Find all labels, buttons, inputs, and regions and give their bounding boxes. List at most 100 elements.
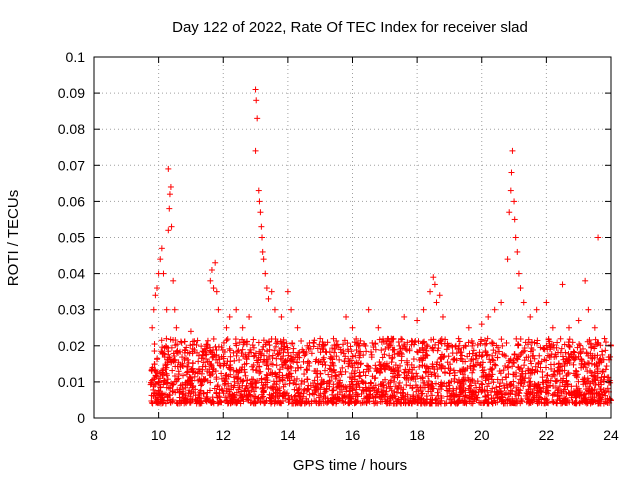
data-point (358, 377, 365, 384)
data-point (489, 385, 496, 392)
data-point (277, 366, 284, 373)
data-point (155, 379, 162, 386)
data-point (358, 390, 365, 397)
data-point (536, 352, 543, 359)
data-point (241, 369, 248, 376)
data-point (170, 277, 177, 284)
data-point (491, 306, 498, 313)
data-point (183, 355, 190, 362)
data-point (501, 385, 508, 392)
data-point (381, 351, 388, 358)
data-point (595, 234, 602, 241)
data-point (263, 285, 270, 292)
y-tick-label: 0.03 (58, 302, 85, 318)
data-point (509, 363, 516, 370)
data-point (388, 359, 395, 366)
data-point (290, 345, 297, 352)
data-point (506, 209, 513, 216)
data-point (410, 356, 417, 363)
data-point (189, 338, 196, 345)
data-point (330, 381, 337, 388)
data-point (435, 345, 442, 352)
data-point (598, 359, 605, 366)
data-point (539, 374, 546, 381)
data-point (502, 362, 509, 369)
data-point (507, 187, 514, 194)
data-point (602, 388, 609, 395)
data-point (226, 345, 233, 352)
data-point (365, 306, 372, 313)
data-point (246, 313, 253, 320)
data-point (297, 364, 304, 371)
x-tick-label: 18 (409, 427, 425, 443)
data-point (571, 390, 578, 397)
data-point (265, 339, 272, 346)
data-point (252, 147, 259, 154)
data-point (324, 339, 331, 346)
data-point (549, 392, 556, 399)
data-point (328, 373, 335, 380)
data-point (158, 245, 165, 252)
data-point (600, 356, 607, 363)
data-point (512, 234, 519, 241)
data-point (294, 324, 301, 331)
data-point (255, 187, 262, 194)
data-point (159, 349, 166, 356)
x-tick-label: 22 (539, 427, 555, 443)
data-point (298, 337, 305, 344)
data-point (230, 349, 237, 356)
data-point (598, 388, 605, 395)
data-point (445, 353, 452, 360)
data-point (362, 372, 369, 379)
data-point (210, 335, 217, 342)
data-point (332, 346, 339, 353)
data-point (352, 389, 359, 396)
data-point (166, 205, 173, 212)
data-point (322, 362, 329, 369)
data-point (365, 363, 372, 370)
data-point (252, 86, 259, 93)
data-point (496, 348, 503, 355)
data-point (498, 299, 505, 306)
data-point (399, 336, 406, 343)
data-point (149, 324, 156, 331)
data-point (483, 340, 490, 347)
data-point (226, 313, 233, 320)
data-point (273, 355, 280, 362)
data-point (521, 347, 528, 354)
data-point (549, 324, 556, 331)
data-point (489, 352, 496, 359)
data-point (450, 356, 457, 363)
data-point (274, 338, 281, 345)
data-point (517, 336, 524, 343)
data-point (505, 359, 512, 366)
data-point (235, 347, 242, 354)
data-point (227, 353, 234, 360)
data-point (353, 335, 360, 342)
data-point (363, 348, 370, 355)
data-point (368, 380, 375, 387)
data-points (147, 86, 614, 407)
data-point (360, 368, 367, 375)
data-point (353, 347, 360, 354)
data-point (450, 387, 457, 394)
data-point (289, 340, 296, 347)
data-point (607, 353, 614, 360)
data-point (265, 295, 272, 302)
data-point (527, 378, 534, 385)
data-point (276, 369, 283, 376)
data-point (273, 362, 280, 369)
data-point (509, 147, 516, 154)
data-point (543, 364, 550, 371)
data-point (260, 256, 267, 263)
data-point (331, 349, 338, 356)
data-point (401, 313, 408, 320)
data-point (553, 378, 560, 385)
data-point (254, 115, 261, 122)
data-point (515, 270, 522, 277)
data-point (233, 306, 240, 313)
data-point (575, 317, 582, 324)
data-point (208, 266, 215, 273)
data-point (432, 372, 439, 379)
